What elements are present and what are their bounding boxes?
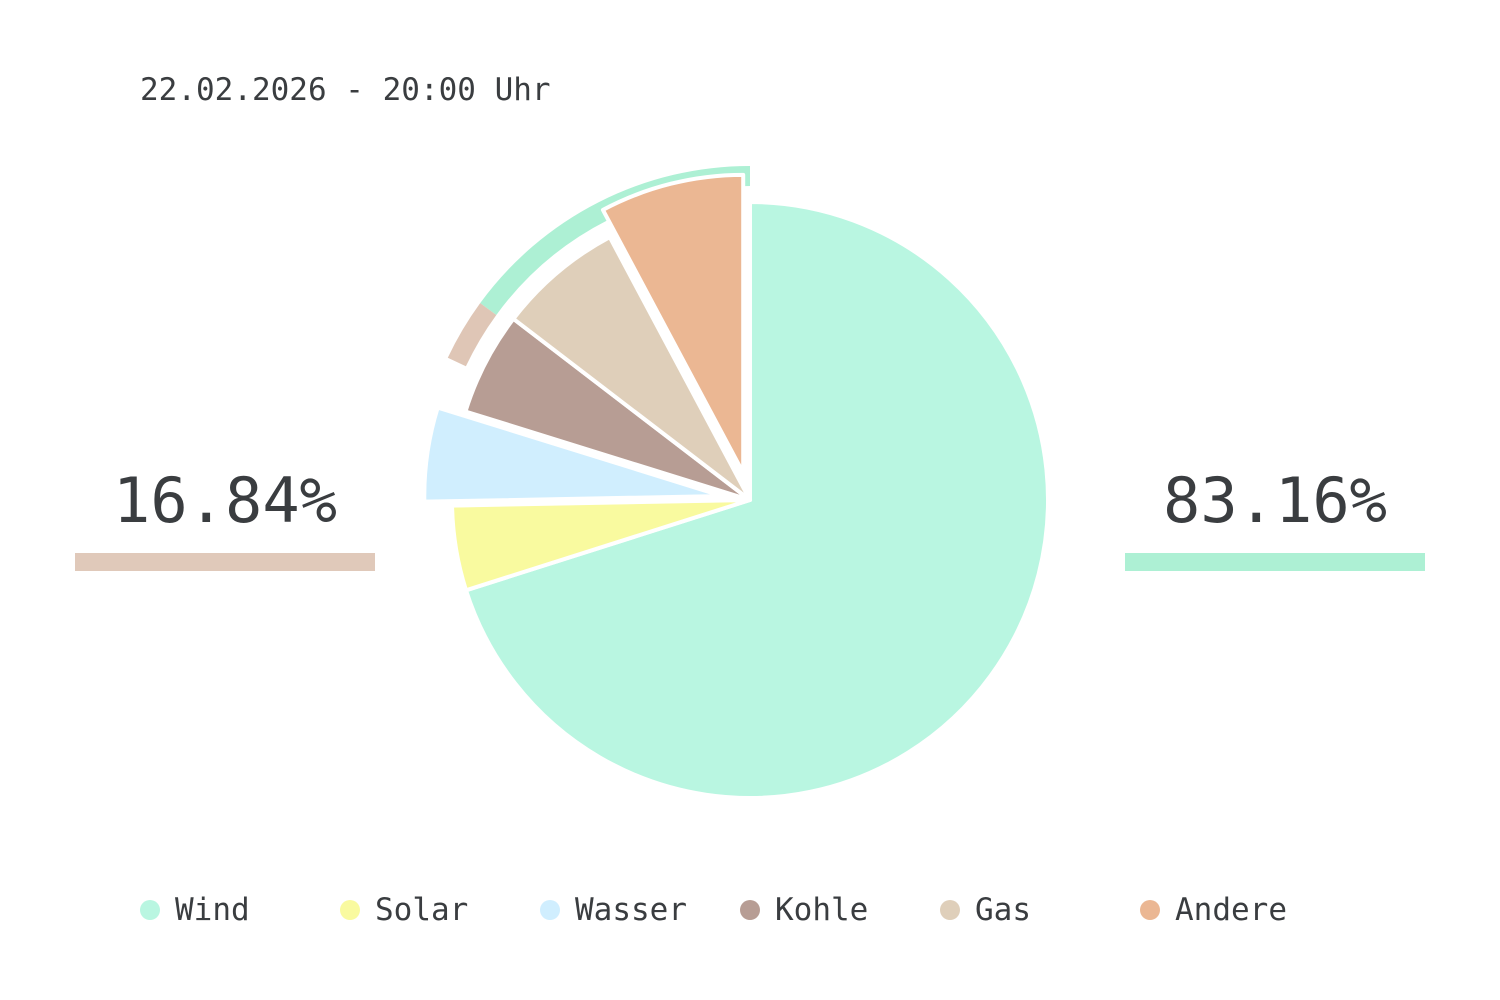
legend-label-wind: Wind [175, 892, 250, 928]
legend-item-wasser[interactable]: Wasser [540, 890, 687, 930]
outer-ring-arc-left-share [447, 303, 497, 367]
legend: Wind Solar Wasser Kohle Gas Andere [140, 890, 1380, 930]
legend-item-kohle[interactable]: Kohle [740, 890, 868, 930]
legend-item-andere[interactable]: Andere [1140, 890, 1287, 930]
right-summary-bar [1125, 553, 1425, 571]
legend-dot-wind [140, 900, 160, 920]
pie-slice-wind[interactable] [464, 200, 1050, 800]
left-summary-value: 16.84% [113, 464, 337, 537]
pie-slice-wasser[interactable] [422, 405, 725, 504]
legend-label-gas: Gas [975, 892, 1031, 928]
legend-label-wasser: Wasser [575, 892, 687, 928]
legend-dot-wasser [540, 900, 560, 920]
pie-slice-solar[interactable] [450, 498, 752, 593]
legend-item-solar[interactable]: Solar [340, 890, 468, 930]
pie-slices [422, 172, 1050, 800]
legend-item-wind[interactable]: Wind [140, 890, 250, 930]
legend-label-andere: Andere [1175, 892, 1287, 928]
right-summary-value: 83.16% [1163, 464, 1387, 537]
legend-label-kohle: Kohle [775, 892, 869, 928]
left-summary-bar [75, 553, 375, 571]
legend-dot-gas [940, 900, 960, 920]
timestamp: 22.02.2026 - 20:00 Uhr [140, 72, 551, 108]
legend-dot-kohle [740, 900, 760, 920]
pie-slice-gas[interactable] [511, 235, 752, 502]
left-summary: 16.84% [75, 463, 375, 571]
legend-item-gas[interactable]: Gas [940, 890, 1031, 930]
pie-slice-andere[interactable] [600, 172, 746, 475]
legend-dot-andere [1140, 900, 1160, 920]
legend-label-solar: Solar [375, 892, 469, 928]
right-summary: 83.16% [1125, 463, 1425, 571]
legend-dot-solar [340, 900, 360, 920]
